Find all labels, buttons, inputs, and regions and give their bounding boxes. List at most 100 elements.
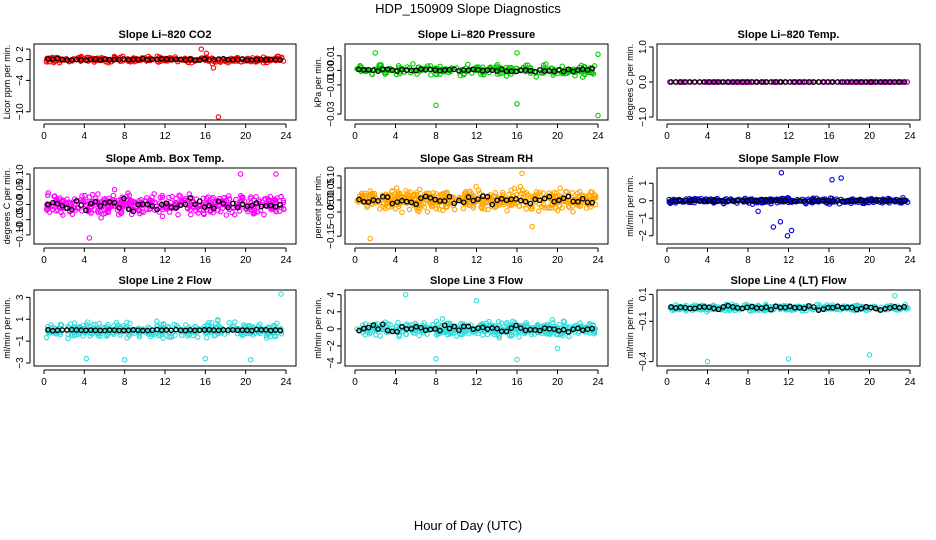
outlier-point: [279, 292, 283, 296]
outlier-point: [789, 228, 793, 232]
outlier-point: [515, 51, 519, 55]
data-point: [393, 207, 397, 211]
y-tick-label: −1.0: [638, 107, 649, 127]
outlier-point: [474, 298, 478, 302]
y-tick-label: −4: [15, 74, 26, 86]
panel-2: Slope Li–820 Pressure0 4 8 12 16 20 240.010.00…: [313, 29, 608, 142]
data-point: [505, 209, 509, 213]
x-tick-label: 4: [82, 255, 88, 266]
panel-6: Slope Sample Flow0 4 8 12 16 20 2410−1−2ml/min…: [625, 153, 920, 266]
data-point: [440, 317, 444, 321]
mean-point: [197, 199, 201, 203]
data-point: [584, 206, 588, 210]
x-tick-label: 16: [511, 255, 523, 266]
y-tick-label: −0.03: [326, 101, 337, 127]
y-tick-label: −2: [326, 340, 337, 352]
panel-title: Slope Sample Flow: [738, 153, 839, 165]
y-axis-label: degrees C per min.: [625, 44, 635, 121]
outlier-point: [756, 209, 760, 213]
x-tick-label: 24: [592, 377, 604, 388]
outlier-point: [530, 224, 534, 228]
data-point: [411, 62, 415, 66]
outlier-point: [596, 113, 600, 117]
outlier-point: [403, 293, 407, 297]
data-point: [224, 213, 228, 217]
x-tick-label: 12: [783, 255, 795, 266]
data-point: [504, 74, 508, 78]
x-tick-label: 20: [240, 255, 252, 266]
panel-title: Slope Line 4 (LT) Flow: [731, 275, 847, 287]
y-axis-label: degrees C per min.: [2, 168, 12, 245]
x-tick-label: 0: [352, 131, 358, 142]
panel-title: Slope Li–820 Temp.: [738, 29, 840, 41]
data-point: [407, 207, 411, 211]
x-tick-label: 20: [552, 131, 564, 142]
x-tick-label: 4: [705, 377, 711, 388]
data-point: [70, 212, 74, 216]
data-point: [518, 184, 522, 188]
outlier-point: [785, 234, 789, 238]
x-tick-label: 0: [664, 255, 670, 266]
x-tick-label: 4: [393, 131, 399, 142]
x-tick-label: 0: [352, 255, 358, 266]
panel-9: Slope Line 4 (LT) Flow0 4 8 12 16 20 240.1−0.1…: [625, 275, 920, 388]
data-point: [66, 336, 70, 340]
x-tick-label: 16: [511, 131, 523, 142]
outlier-point: [122, 358, 126, 362]
x-tick-label: 12: [471, 377, 483, 388]
x-tick-label: 20: [864, 255, 876, 266]
outlier-point: [771, 225, 775, 229]
outlier-point: [238, 172, 242, 176]
data-point: [227, 321, 231, 325]
y-tick-label: −1: [638, 212, 649, 224]
data-point: [570, 191, 574, 195]
y-tick-label: 4: [326, 291, 337, 297]
x-tick-label: 16: [200, 255, 212, 266]
x-tick-label: 24: [904, 131, 916, 142]
panel-3: Slope Li–820 Temp.0 4 8 12 16 20 241.00.0−1.0d…: [625, 29, 920, 142]
y-axis-label: Licor ppm per min.: [2, 45, 12, 120]
x-tick-label: 12: [159, 255, 171, 266]
x-tick-label: 8: [745, 255, 751, 266]
mean-point: [79, 203, 83, 207]
data-point: [155, 319, 159, 323]
y-tick-label: −0.1: [638, 311, 649, 331]
x-tick-label: 12: [783, 377, 795, 388]
y-tick-label: 0.1: [638, 287, 649, 301]
outlier-point: [434, 103, 438, 107]
x-tick-label: 8: [745, 377, 751, 388]
data-point: [418, 187, 422, 191]
x-tick-label: 20: [552, 255, 564, 266]
x-tick-label: 12: [471, 131, 483, 142]
outlier-point: [515, 102, 519, 106]
y-tick-label: −0.4: [638, 351, 649, 371]
y-tick-label: 2: [15, 46, 26, 52]
x-tick-label: 20: [240, 131, 252, 142]
x-tick-label: 16: [200, 131, 212, 142]
plot-frame: [657, 290, 920, 366]
panel-7: Slope Line 2 Flow0 4 8 12 16 20 2431−1−3ml/min…: [2, 275, 296, 388]
x-tick-label: 24: [280, 131, 292, 142]
x-tick-label: 4: [393, 377, 399, 388]
x-tick-label: 16: [823, 255, 835, 266]
y-axis-label: ml/min per min.: [625, 297, 635, 359]
outlier-point: [274, 172, 278, 176]
x-tick-label: 20: [552, 377, 564, 388]
x-tick-label: 20: [240, 377, 252, 388]
data-point: [44, 335, 48, 339]
outlier-point: [596, 52, 600, 56]
outlier-point: [779, 171, 783, 175]
outlier-point: [778, 220, 782, 224]
panel-title: Slope Gas Stream RH: [420, 153, 533, 165]
x-tick-label: 0: [664, 377, 670, 388]
x-tick-label: 4: [705, 131, 711, 142]
panel-title: Slope Line 2 Flow: [119, 275, 212, 287]
x-tick-label: 20: [864, 131, 876, 142]
x-tick-label: 0: [352, 377, 358, 388]
data-point: [567, 334, 571, 338]
x-tick-label: 8: [745, 131, 751, 142]
x-tick-label: 24: [904, 255, 916, 266]
outlier-point: [203, 356, 207, 360]
data-point: [400, 210, 404, 214]
data-point: [534, 75, 538, 79]
